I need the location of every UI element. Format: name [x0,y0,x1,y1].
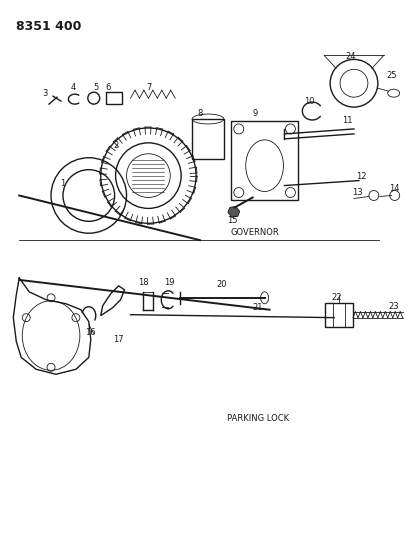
Text: 3: 3 [42,88,48,98]
Text: 23: 23 [387,302,398,311]
Text: 11: 11 [341,117,351,125]
Text: 22: 22 [331,293,342,302]
Text: 4: 4 [70,83,75,92]
Text: 8351 400: 8351 400 [16,20,81,33]
Text: PARKING LOCK: PARKING LOCK [226,415,288,423]
Text: 24: 24 [345,52,355,61]
Text: 2: 2 [113,141,118,150]
Bar [230,121,298,200]
Text: 18: 18 [138,278,148,287]
Text: 9: 9 [252,109,257,118]
Text: 14: 14 [389,184,399,193]
Text: 20: 20 [216,280,227,289]
Text: GOVERNOR: GOVERNOR [230,228,279,237]
Text: 21: 21 [252,303,262,312]
Text: 1: 1 [60,179,65,188]
Text: 25: 25 [386,71,396,80]
Text: 6: 6 [105,83,110,92]
Text: 7: 7 [146,83,152,92]
Text: 15: 15 [227,216,238,225]
Text: 12: 12 [355,172,365,181]
Text: 13: 13 [351,188,362,197]
Bar [106,92,121,104]
Text: 10: 10 [303,96,314,106]
Bar [324,303,352,327]
Text: 5: 5 [93,83,98,92]
Text: 16: 16 [85,328,96,337]
Polygon shape [227,206,239,217]
Bar [192,119,223,159]
Text: 8: 8 [197,109,202,118]
Text: 17: 17 [113,335,124,344]
Text: 19: 19 [164,278,174,287]
